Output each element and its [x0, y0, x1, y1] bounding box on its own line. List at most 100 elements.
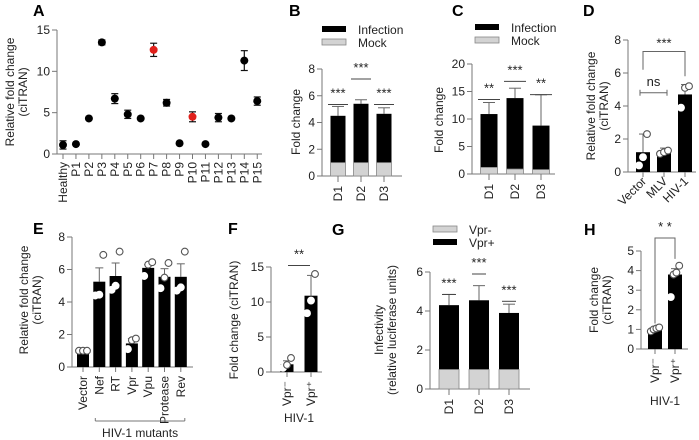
panel-c-chart: 0 5 10 15 20 Fold change D1 ** D2 *** D3 **	[432, 57, 555, 199]
panel-f-chart: 0 5 10 15 Fold change (ciTRAN) Vpr⁻ Vpr⁺ ** HIV-…	[227, 247, 322, 425]
data-point	[180, 247, 189, 256]
data-point	[635, 161, 643, 170]
x-tick-label: D1	[482, 184, 496, 200]
y-tick-label: 15	[452, 85, 466, 99]
bar-vpr-	[499, 312, 519, 370]
panel-label: E	[33, 221, 44, 238]
panel-g-legend: Vpr-Vpr+	[432, 223, 495, 250]
bar-infection	[532, 125, 550, 170]
bar	[77, 350, 89, 367]
bar-mock	[506, 168, 524, 175]
x-tick-label: Rev	[174, 376, 188, 397]
data-point	[110, 94, 119, 103]
x-tick-label: P11	[198, 162, 212, 183]
x-tick-label: Vpr⁺	[304, 381, 318, 406]
bar-infection	[330, 115, 346, 163]
x-tick-label: P13	[224, 162, 238, 184]
y-axis-label: Relative fold change	[584, 51, 598, 160]
y-tick-label: 8	[58, 230, 65, 244]
bar-vpr-	[438, 369, 460, 390]
y-tick-label: 8	[308, 62, 315, 76]
bar-mock	[480, 166, 498, 175]
x-tick-label: P9	[173, 162, 187, 177]
y-axis-label: (ciTRAN)	[597, 81, 611, 130]
significance-label: ***	[441, 275, 456, 290]
y-axis-label: (ciTRAN)	[16, 67, 30, 116]
panel-label: A	[33, 3, 45, 20]
panel-label: D	[583, 3, 595, 20]
bar-infection	[353, 103, 369, 163]
y-tick-label: 2	[614, 132, 621, 146]
y-axis-label: (ciTRAN)	[30, 275, 44, 324]
y-tick-label: 5	[458, 140, 465, 154]
y-tick-label: 0	[614, 165, 621, 179]
significance-label: ***	[353, 60, 368, 75]
bar-infection	[480, 114, 498, 168]
legend-label: Infection	[511, 21, 556, 35]
bar	[304, 295, 318, 372]
data-point	[240, 56, 249, 65]
y-tick-label: 0	[416, 382, 423, 396]
bar-vpr-	[439, 305, 459, 370]
y-tick-label: 10	[452, 112, 466, 126]
x-tick-label: D3	[534, 184, 548, 200]
x-tick-label: RT	[109, 375, 123, 391]
data-point	[201, 140, 210, 149]
y-axis-label: Fold change (ciTRAN)	[227, 261, 241, 380]
data-point	[136, 114, 145, 123]
data-point	[111, 281, 120, 290]
panel-label-a: A	[33, 3, 45, 20]
data-point	[176, 283, 185, 292]
data-point	[664, 146, 672, 155]
data-point	[140, 272, 149, 280]
significance-label: **	[536, 76, 546, 91]
significance-label: **	[484, 81, 494, 96]
x-tick-label: HIV-1	[660, 174, 691, 205]
y-tick-label: 5	[43, 106, 50, 120]
data-point	[131, 334, 140, 343]
y-axis-label: Fold change	[289, 89, 303, 155]
y-tick-label: 15	[37, 23, 51, 37]
panel-label: F	[228, 221, 238, 238]
data-point	[156, 284, 165, 293]
data-point	[164, 259, 173, 267]
y-tick-label: 5	[257, 330, 264, 344]
panel-label: H	[584, 222, 596, 239]
comparison-label: ***	[656, 36, 671, 51]
x-tick-label: P4	[108, 162, 122, 177]
x-tick-label: D1	[331, 186, 345, 202]
data-point	[95, 290, 104, 299]
x-tick-label: D3	[377, 186, 391, 202]
x-tick-label: Healthy	[56, 162, 70, 203]
x-tick-label: P2	[82, 162, 96, 177]
bar-infection	[506, 98, 524, 170]
data-point	[666, 293, 675, 302]
bar	[109, 276, 122, 367]
bar	[174, 276, 187, 367]
bar-mock	[330, 162, 346, 177]
x-tick-label: P10	[186, 162, 200, 184]
x-tick-label: D3	[502, 399, 516, 415]
data-point	[675, 261, 684, 270]
y-axis-label: Infectivity	[372, 305, 386, 355]
panel-g-chart: 0 2 4 6 Infectivity (relative luciferase unit…	[372, 255, 530, 414]
y-axis-label: Relative fold change	[3, 37, 17, 146]
panel-b-chart: 0 2 4 6 8 Fold change D1 *** D2 *** D3 ***	[289, 60, 402, 201]
data-point	[59, 140, 67, 149]
y-tick-label: 2	[308, 142, 315, 156]
y-tick-label: 1	[627, 322, 634, 336]
panel-label-b: B	[289, 3, 301, 20]
legend-label: Mock	[358, 36, 388, 50]
y-tick-label: 15	[251, 260, 265, 274]
bar-infection	[376, 113, 392, 163]
data-point	[148, 258, 157, 267]
comparison-label: * *	[658, 219, 672, 234]
x-tick-label: Vpu	[141, 376, 155, 397]
significance-label: ***	[471, 255, 486, 270]
data-point	[71, 140, 80, 149]
y-tick-label: 8	[614, 33, 621, 47]
panel-h-chart: 0 1 2 3 4 5 Fold change (ciTRAN) Vpr⁻ Vpr⁺ * * HIV-…	[587, 219, 688, 408]
significance-label: ***	[507, 62, 522, 77]
